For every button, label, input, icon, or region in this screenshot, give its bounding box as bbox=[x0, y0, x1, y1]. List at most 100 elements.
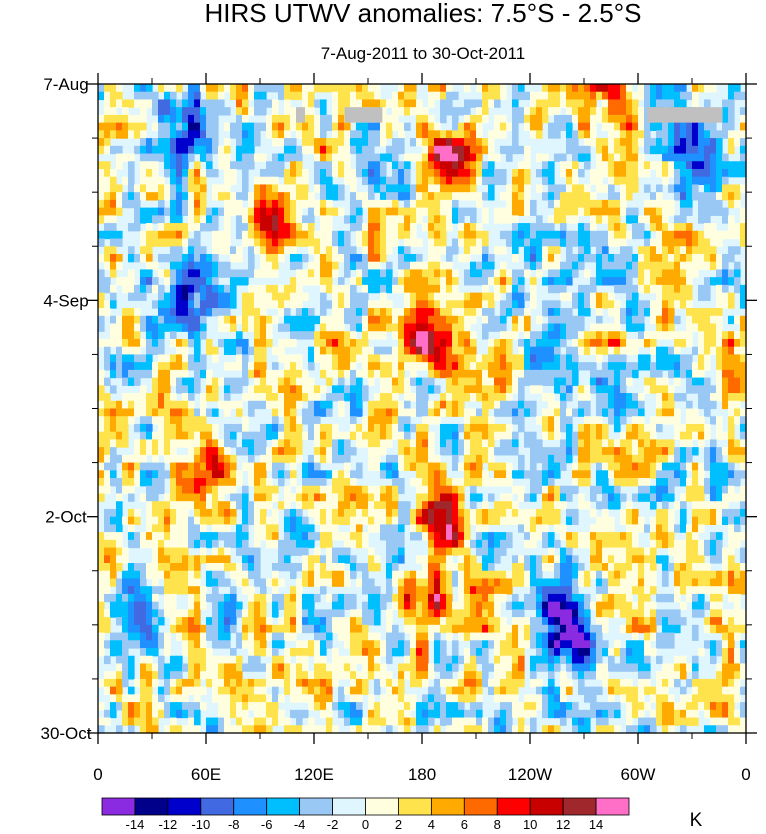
heatmap-cell bbox=[140, 168, 147, 178]
heatmap-cell bbox=[122, 393, 129, 402]
heatmap-cell bbox=[644, 308, 651, 317]
heatmap-cell bbox=[404, 416, 411, 425]
heatmap-cell bbox=[434, 408, 441, 417]
heatmap-cell bbox=[638, 130, 645, 139]
heatmap-cell bbox=[548, 223, 555, 232]
heatmap-cell bbox=[290, 400, 297, 410]
heatmap-cell bbox=[638, 338, 645, 348]
heatmap-cell bbox=[650, 138, 657, 147]
heatmap-cell bbox=[656, 215, 663, 224]
heatmap-cell bbox=[722, 493, 729, 502]
heatmap-cell bbox=[128, 122, 135, 131]
heatmap-cell bbox=[668, 284, 675, 294]
heatmap-cell bbox=[620, 377, 627, 386]
heatmap-cell bbox=[470, 145, 477, 155]
heatmap-cell bbox=[338, 447, 345, 456]
heatmap-cell bbox=[548, 91, 555, 101]
heatmap-cell bbox=[308, 315, 315, 325]
heatmap-cell bbox=[98, 91, 105, 101]
heatmap-cell bbox=[470, 315, 477, 325]
heatmap-cell bbox=[386, 416, 393, 425]
heatmap-cell bbox=[320, 107, 327, 116]
heatmap-cell bbox=[416, 277, 423, 286]
heatmap-cell bbox=[194, 184, 201, 193]
heatmap-cell bbox=[284, 215, 291, 224]
heatmap-cell bbox=[296, 331, 303, 340]
heatmap-cell bbox=[170, 501, 177, 510]
heatmap-cell bbox=[536, 223, 543, 232]
heatmap-cell bbox=[620, 516, 627, 525]
heatmap-cell bbox=[548, 168, 555, 178]
heatmap-cell bbox=[452, 107, 459, 116]
heatmap-cell bbox=[272, 400, 279, 410]
heatmap-cell bbox=[596, 176, 603, 186]
heatmap-cell bbox=[182, 91, 189, 101]
heatmap-cell bbox=[440, 369, 447, 379]
heatmap-cell bbox=[362, 176, 369, 186]
heatmap-cell bbox=[332, 478, 339, 487]
heatmap-cell bbox=[452, 238, 459, 247]
heatmap-cell bbox=[272, 84, 279, 93]
heatmap-cell bbox=[146, 485, 153, 495]
heatmap-cell bbox=[536, 439, 543, 448]
heatmap-cell bbox=[476, 416, 483, 425]
heatmap-cell bbox=[356, 230, 363, 240]
heatmap-cell bbox=[350, 447, 357, 456]
heatmap-cell bbox=[596, 346, 603, 356]
heatmap-cell bbox=[188, 308, 195, 317]
heatmap-cell bbox=[548, 501, 555, 510]
heatmap-cell bbox=[296, 284, 303, 294]
heatmap-cell bbox=[650, 246, 657, 255]
heatmap-cell bbox=[566, 168, 573, 178]
heatmap-cell bbox=[278, 346, 285, 356]
heatmap-cell bbox=[584, 253, 591, 263]
heatmap-cell bbox=[398, 431, 405, 441]
heatmap-cell bbox=[392, 454, 399, 464]
heatmap-cell bbox=[674, 346, 681, 356]
heatmap-cell bbox=[626, 308, 633, 317]
heatmap-cell bbox=[302, 478, 309, 487]
heatmap-cell bbox=[488, 369, 495, 379]
heatmap-cell bbox=[170, 400, 177, 410]
heatmap-cell bbox=[260, 346, 267, 356]
heatmap-cell bbox=[344, 346, 351, 356]
heatmap-cell bbox=[110, 416, 117, 425]
heatmap-cell bbox=[590, 91, 597, 101]
heatmap-cell bbox=[410, 253, 417, 263]
heatmap-cell bbox=[680, 91, 687, 101]
heatmap-cell bbox=[602, 431, 609, 441]
heatmap-cell bbox=[572, 168, 579, 178]
heatmap-cell bbox=[596, 385, 603, 394]
heatmap-cell bbox=[236, 199, 243, 209]
heatmap-cell bbox=[116, 516, 123, 525]
heatmap-cell bbox=[350, 400, 357, 410]
heatmap-cell bbox=[182, 508, 189, 518]
heatmap-cell bbox=[356, 261, 363, 271]
heatmap-cell bbox=[260, 454, 267, 464]
heatmap-cell bbox=[104, 532, 111, 541]
heatmap-cell bbox=[656, 416, 663, 425]
heatmap-cell bbox=[482, 253, 489, 263]
heatmap-cell bbox=[488, 161, 495, 170]
heatmap-cell bbox=[350, 493, 357, 502]
heatmap-cell bbox=[662, 238, 669, 247]
heatmap-cell bbox=[584, 300, 591, 309]
heatmap-cell bbox=[368, 485, 375, 495]
heatmap-cell bbox=[470, 238, 477, 247]
heatmap-cell bbox=[452, 138, 459, 147]
heatmap-cell bbox=[338, 508, 345, 518]
heatmap-cell bbox=[602, 269, 609, 278]
heatmap-cell bbox=[434, 223, 441, 232]
heatmap-cell bbox=[416, 524, 423, 533]
heatmap-cell bbox=[392, 199, 399, 209]
heatmap-cell bbox=[470, 130, 477, 139]
heatmap-cell bbox=[536, 122, 543, 131]
heatmap-cell bbox=[656, 292, 663, 301]
heatmap-cell bbox=[356, 369, 363, 379]
heatmap-cell bbox=[614, 223, 621, 232]
heatmap-cell bbox=[224, 423, 231, 433]
heatmap-cell bbox=[260, 478, 267, 487]
heatmap-cell bbox=[386, 176, 393, 186]
heatmap-cell bbox=[596, 300, 603, 309]
heatmap-cell bbox=[734, 362, 741, 371]
